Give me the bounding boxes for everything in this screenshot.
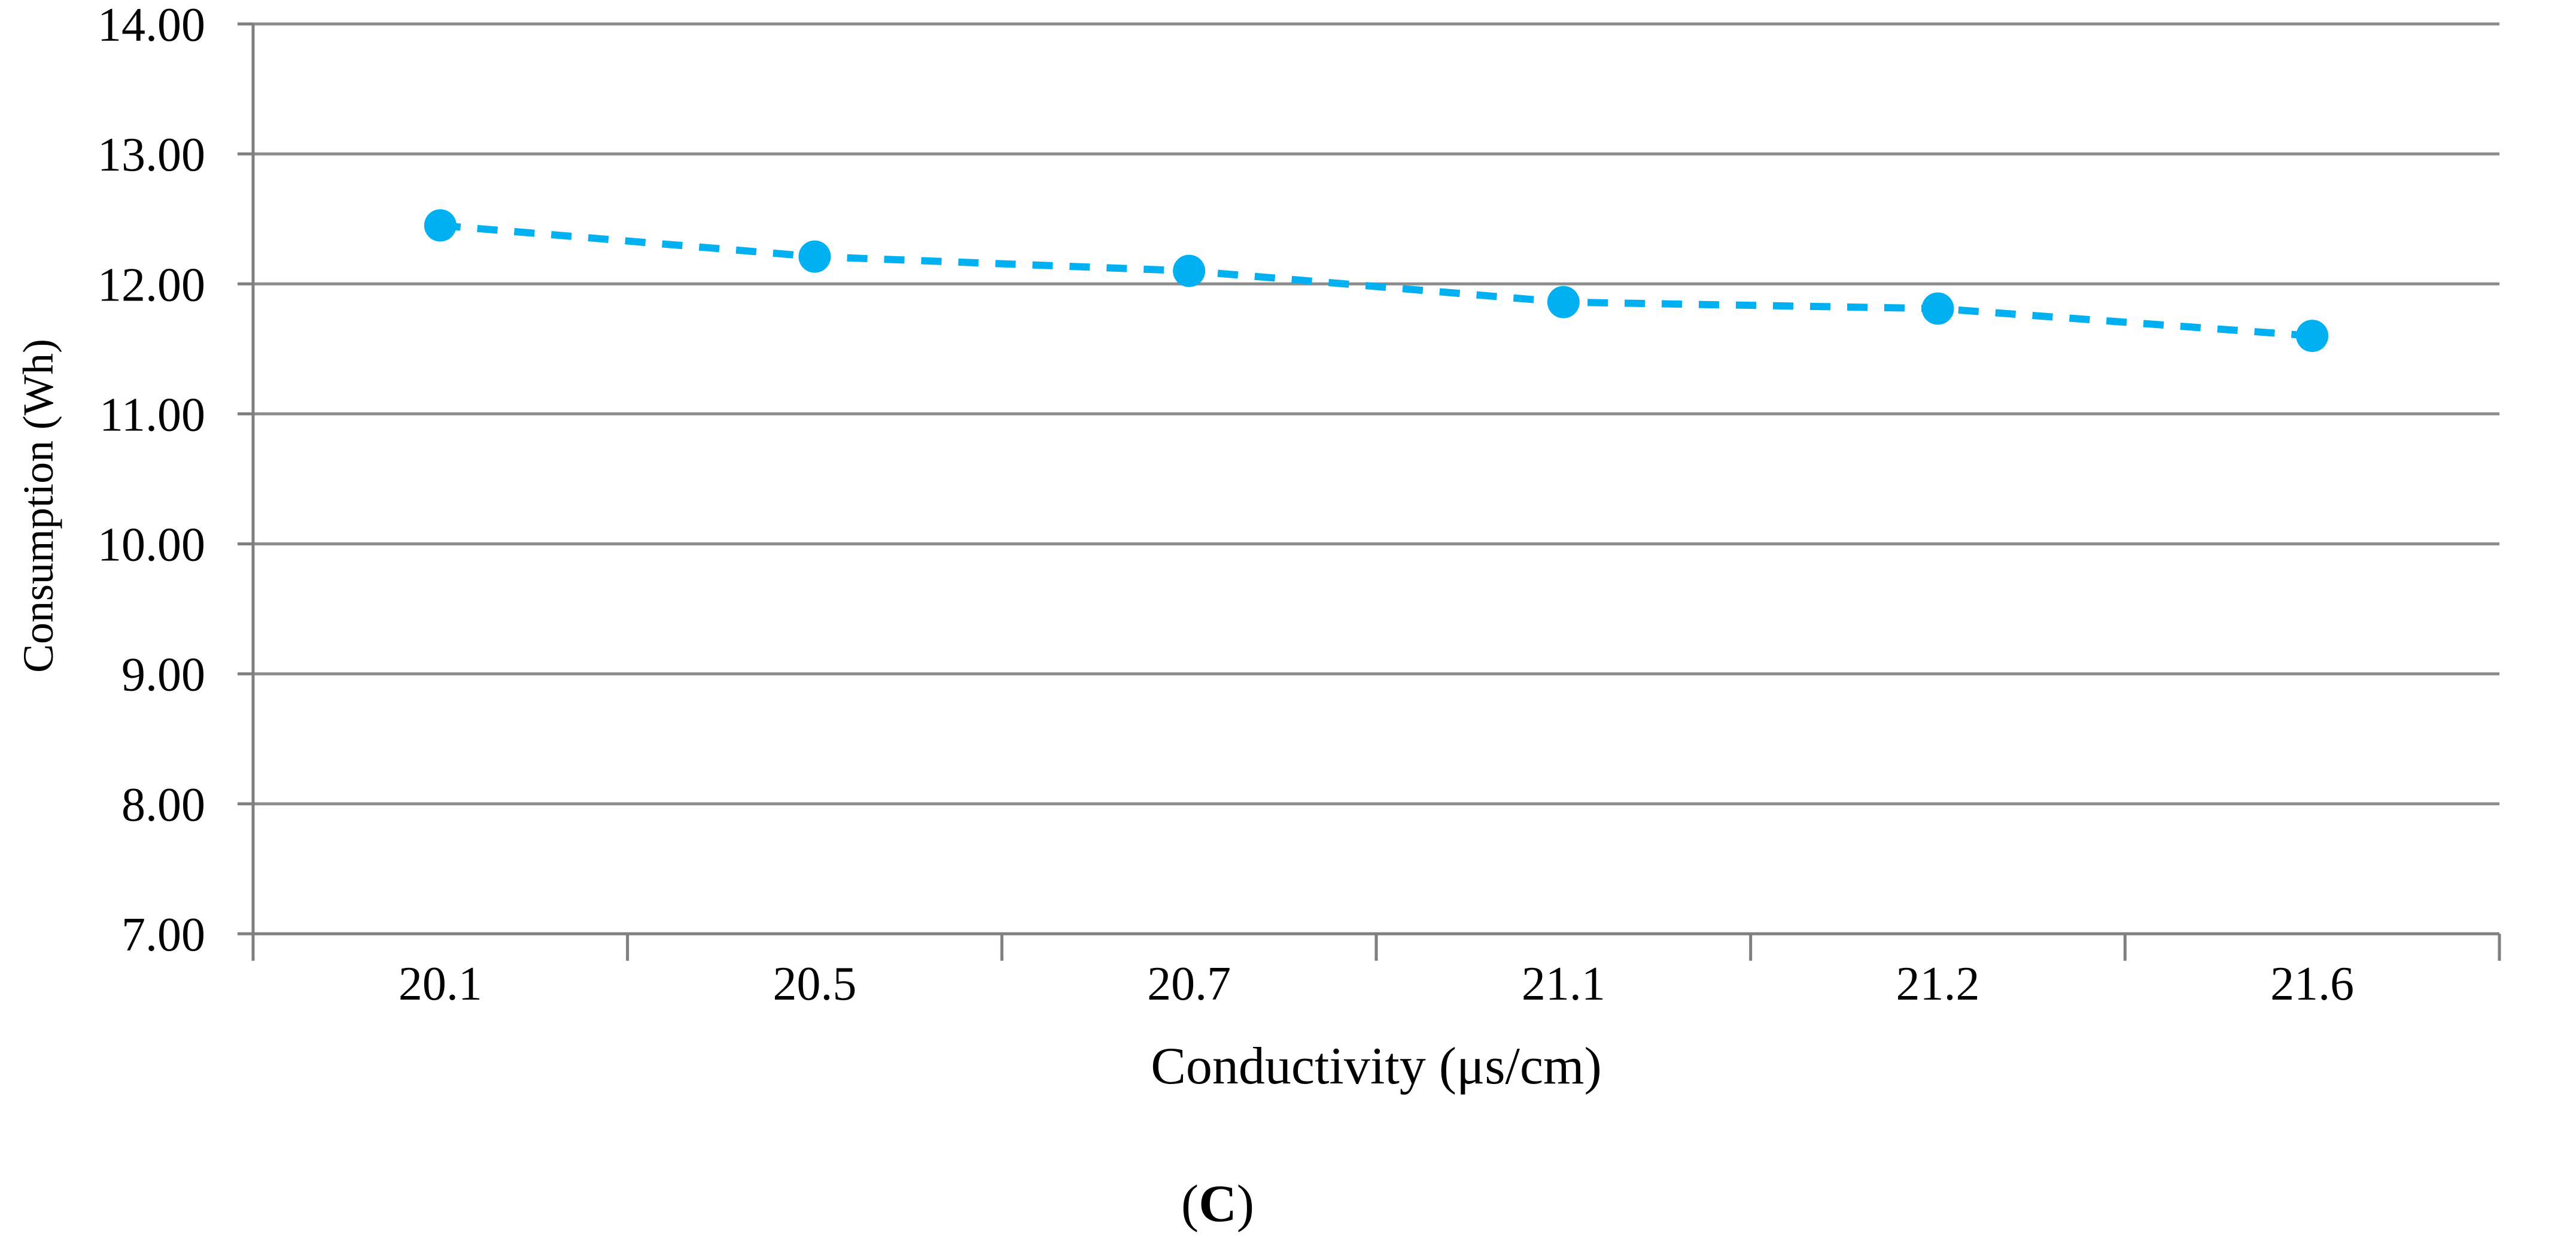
gridlines-group (253, 22, 2499, 806)
data-series-group (424, 209, 2329, 353)
y-tick-label: 10.00 (98, 519, 205, 572)
y-tick-label: 7.00 (121, 909, 205, 961)
y-tick-labels-group: 14.00 13.00 12.00 11.00 10.00 9.00 8.00 7.00 (98, 0, 205, 961)
x-axis-title: Conductivity (μs/cm) (1151, 1037, 1602, 1095)
y-tick-label: 11.00 (99, 388, 205, 441)
data-point-marker (1173, 254, 1206, 287)
caption-open-paren: ( (1181, 1175, 1199, 1233)
x-tick-label: 21.2 (1896, 958, 1980, 1010)
data-point-marker (424, 209, 457, 242)
x-tick-labels-group: 20.1 20.5 20.7 21.1 21.2 21.6 (399, 958, 2354, 1010)
tick-marks-group (238, 22, 2501, 961)
figure-caption: (C) (1181, 1175, 1254, 1233)
y-tick-label: 12.00 (98, 259, 205, 311)
data-point-marker (1921, 292, 1954, 325)
y-tick-label: 8.00 (121, 779, 205, 831)
x-tick-label: 20.7 (1147, 958, 1231, 1010)
data-point-marker (2296, 320, 2329, 353)
data-point-marker (1547, 286, 1580, 318)
x-tick-label: 20.1 (399, 958, 482, 1010)
axes-group (251, 24, 2499, 936)
x-tick-label: 20.5 (773, 958, 857, 1010)
y-tick-label: 9.00 (121, 649, 205, 702)
caption-close-paren: ) (1237, 1175, 1254, 1233)
data-point-marker (798, 240, 831, 273)
caption-letter: C (1199, 1175, 1237, 1233)
y-axis-title: Consumption (Wh) (14, 339, 62, 673)
x-tick-label: 21.6 (2270, 958, 2354, 1010)
x-tick-label: 21.1 (1522, 958, 1605, 1010)
series-dashed-line (440, 221, 2313, 340)
y-tick-label: 13.00 (98, 129, 205, 181)
y-tick-label: 14.00 (98, 0, 205, 51)
